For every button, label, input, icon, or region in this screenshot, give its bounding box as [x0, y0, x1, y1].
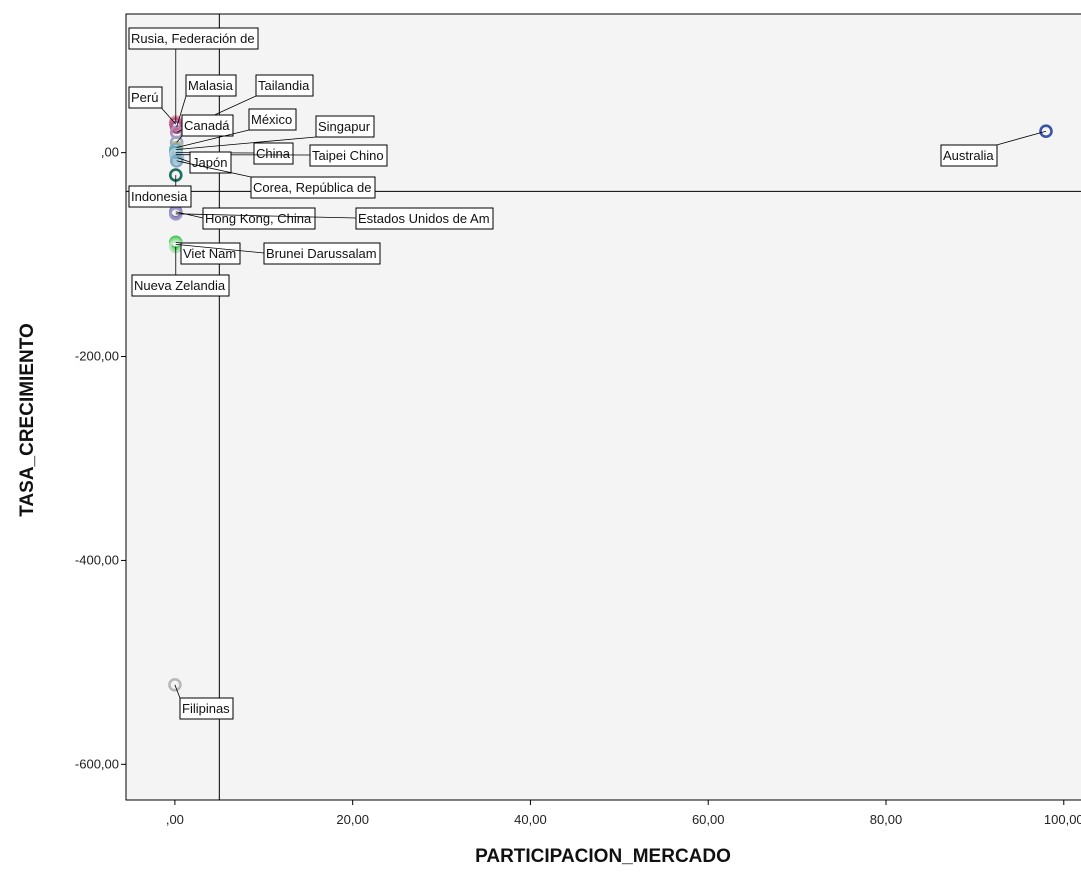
y-tick-label: -200,00 [75, 349, 119, 364]
point-label-text: Taipei Chino [312, 148, 384, 163]
point-label-text: México [251, 112, 292, 127]
point-label-box [248, 108, 297, 131]
data-point [1039, 124, 1053, 139]
point-label-connector [175, 243, 265, 254]
point-label-connector [174, 684, 181, 699]
y-tick-label: -600,00 [75, 756, 119, 771]
point-label-text: Indonesia [131, 189, 188, 204]
point-label-box [131, 274, 230, 297]
point-label-connector [175, 213, 357, 219]
point-label: Taipei Chino [175, 144, 388, 167]
point-label-text: Perú [131, 90, 158, 105]
x-tick-label: ,00 [166, 812, 184, 827]
x-tick-label: 60,00 [692, 812, 725, 827]
point-label-box [128, 86, 163, 109]
y-tick-label: -400,00 [75, 552, 119, 567]
point-label: Singapur [175, 115, 375, 150]
point-label-connector [176, 95, 187, 128]
point-label: Rusia, Federación de [128, 27, 259, 123]
point-label-box [255, 74, 314, 97]
x-axis-title: PARTICIPACION_MERCADO [475, 846, 731, 867]
point-label-text: Corea, República de [253, 180, 372, 195]
point-label-connector [161, 107, 177, 125]
point-label: Malasia [176, 74, 237, 128]
x-tick-label: 40,00 [514, 812, 547, 827]
y-tick-label: ,00 [101, 145, 119, 160]
point-label: Filipinas [174, 684, 234, 720]
data-point [169, 154, 184, 168]
x-tick-label: 80,00 [870, 812, 903, 827]
point-label-text: Viet Nam [183, 246, 236, 261]
point-label: Viet Nam [175, 241, 241, 265]
point-label-box [202, 207, 316, 230]
point-label: Corea, República de [176, 160, 376, 199]
point-labels: Rusia, Federación de Perú Malasia Tailandia… [128, 27, 1047, 720]
point-label-text: China [256, 146, 291, 161]
point-label-connector [175, 241, 182, 244]
point-label-box [253, 142, 294, 165]
point-label-text: Rusia, Federación de [131, 31, 255, 46]
point-label: Estados Unidos de Am [175, 207, 494, 230]
point-label-connector [996, 130, 1047, 146]
y-axis: ,00 -200,00 -400,00 -600,00 [75, 145, 126, 771]
point-label-box [180, 242, 241, 265]
point-label-box [189, 151, 232, 174]
point-label: Indonesia [128, 175, 192, 208]
point-label-text: Hong Kong, China [205, 211, 312, 226]
point-label: Brunei Darussalam [175, 242, 381, 265]
point-label-text: Singapur [318, 119, 371, 134]
point-label-text: Estados Unidos de Am [358, 211, 490, 226]
point-label-connector [175, 136, 317, 150]
point-label: Tailandia [176, 74, 314, 133]
point-label-box [940, 144, 998, 167]
point-label-box [128, 185, 192, 208]
point-label: Perú [128, 86, 177, 125]
point-label: China [175, 142, 294, 165]
x-tick-label: 20,00 [336, 812, 369, 827]
point-label-box [355, 207, 494, 230]
point-label-text: Nueva Zelandia [134, 278, 226, 293]
y-axis-title: TASA_CRECIMIENTO [17, 323, 38, 517]
point-label-connector [177, 157, 191, 163]
point-label: México [176, 108, 297, 148]
point-label: Nueva Zelandia [131, 246, 230, 297]
point-label-box [179, 697, 234, 720]
point-label-text: Australia [943, 148, 994, 163]
x-axis: ,00 20,00 40,00 60,00 80,00 100,00 [166, 800, 1081, 827]
point-label-box [128, 27, 259, 50]
point-label-text: Canadá [184, 118, 230, 133]
point-label-connector [175, 211, 204, 219]
point-label-box [315, 115, 375, 138]
data-point [168, 678, 182, 692]
x-tick-label: 100,00 [1044, 812, 1081, 827]
point-label-connector [176, 129, 250, 148]
point-label-box [309, 144, 388, 167]
point-label-box [250, 176, 376, 199]
point-label-box [263, 242, 381, 265]
point-label-text: Filipinas [182, 701, 230, 716]
point-label: Canadá [176, 114, 234, 143]
point-label: Australia [940, 130, 1047, 167]
point-label-connector [176, 160, 252, 178]
point-label-box [181, 114, 234, 137]
point-label-text: Brunei Darussalam [266, 246, 377, 261]
plot-area [125, 13, 1081, 801]
point-label-text: Malasia [188, 78, 234, 93]
point-label-text: Tailandia [258, 78, 310, 93]
point-label-connector [176, 135, 183, 143]
point-label-box [185, 74, 237, 97]
